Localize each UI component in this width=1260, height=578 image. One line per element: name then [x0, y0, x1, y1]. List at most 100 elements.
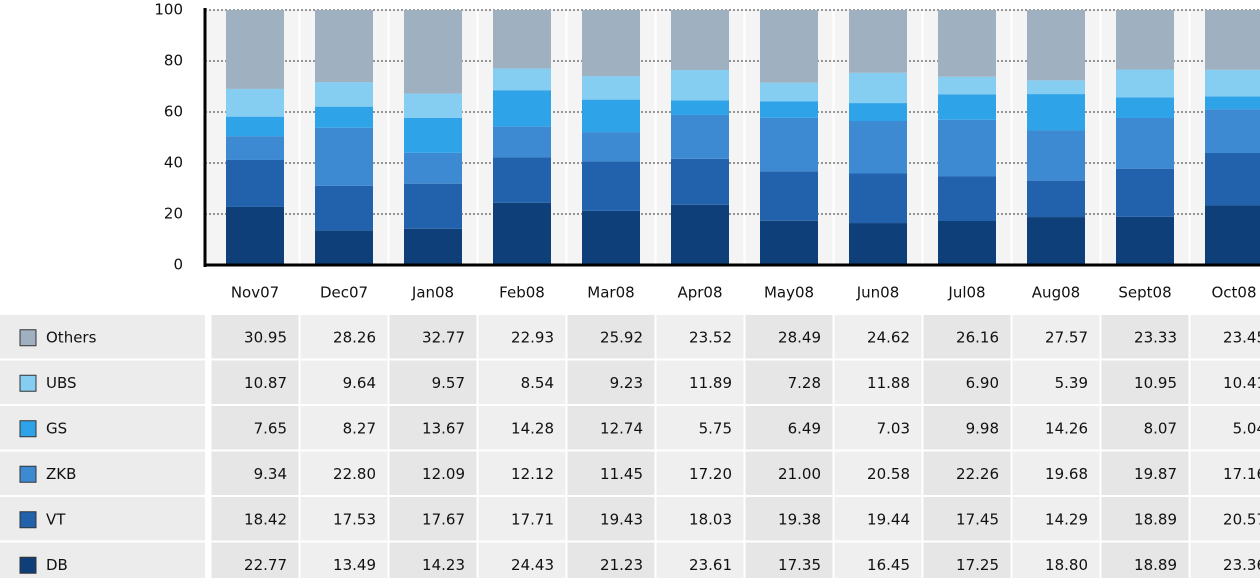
cell-bg	[1012, 406, 1100, 450]
legend-swatch	[19, 329, 37, 347]
cell-bg	[923, 497, 1011, 541]
table-value: 25.92	[600, 328, 643, 346]
cell-bg	[300, 315, 388, 359]
cell-bg	[389, 451, 477, 495]
x-tick-label: Sept08	[1118, 284, 1171, 302]
table-value: 19.38	[778, 510, 821, 528]
cell-bg	[300, 360, 388, 404]
cell-bg	[656, 315, 744, 359]
cell-bg	[1190, 315, 1260, 359]
bar-segment	[1027, 10, 1085, 81]
legend-label: UBS	[46, 374, 77, 392]
bar-segment	[938, 94, 996, 120]
cell-bg	[1012, 360, 1100, 404]
table-value: 20.57	[1223, 510, 1260, 528]
table-value: 5.39	[1055, 374, 1088, 392]
bar-segment	[849, 10, 907, 73]
cell-bg	[1190, 542, 1260, 578]
y-tick-label: 60	[164, 103, 183, 121]
cell-bg	[834, 451, 922, 495]
bar-segment	[760, 10, 818, 83]
cell-bg	[389, 542, 477, 578]
cell-bg	[567, 542, 655, 578]
x-tick-label: Feb08	[499, 284, 545, 302]
cell-bg	[211, 315, 299, 359]
table-value: 17.16	[1223, 465, 1260, 483]
cell-bg	[834, 315, 922, 359]
cell-bg	[1101, 315, 1189, 359]
legend-label: DB	[46, 556, 68, 574]
cell-bg	[656, 451, 744, 495]
cell-bg	[1012, 315, 1100, 359]
bar-segment	[582, 99, 640, 133]
x-tick-label: Nov07	[231, 284, 279, 302]
table-value: 24.62	[867, 328, 910, 346]
bar-segment	[493, 9, 551, 69]
table-value: 5.04	[1233, 419, 1260, 437]
cell-bg	[300, 497, 388, 541]
legend-swatch	[19, 511, 37, 529]
table-value: 9.57	[432, 374, 465, 392]
bar-segment	[582, 161, 640, 211]
table-value: 18.42	[244, 510, 287, 528]
x-tick-label: Jul08	[947, 284, 985, 302]
legend-label: GS	[46, 419, 67, 437]
bar-segment	[493, 202, 551, 265]
cell-bg	[745, 406, 833, 450]
legend-label: VT	[46, 510, 66, 528]
cell-bg	[1012, 542, 1100, 578]
table-value: 23.45	[1223, 328, 1260, 346]
bar-segment	[1205, 96, 1260, 110]
table-value: 23.61	[689, 556, 732, 574]
table-value: 21.23	[600, 556, 643, 574]
bar-segment	[404, 228, 462, 265]
bar-segment	[226, 136, 284, 160]
cell-bg	[478, 360, 566, 404]
bar-segment	[1116, 97, 1174, 118]
table-value: 7.03	[877, 419, 910, 437]
table-value: 14.29	[1045, 510, 1088, 528]
bar-segment	[938, 176, 996, 222]
cell-bg	[656, 360, 744, 404]
table-value: 8.27	[343, 419, 376, 437]
cell-bg	[567, 406, 655, 450]
cell-bg	[389, 360, 477, 404]
x-tick-label: Mar08	[587, 284, 634, 302]
table-value: 9.23	[610, 374, 643, 392]
bar-segment	[582, 210, 640, 265]
table-value: 13.49	[333, 556, 376, 574]
bar-segment	[1027, 94, 1085, 131]
bar-segment	[1205, 109, 1260, 153]
table-value: 13.67	[422, 419, 465, 437]
bar-segment	[315, 10, 373, 83]
bar-segment	[1027, 80, 1085, 95]
cell-bg	[745, 360, 833, 404]
table-value: 17.25	[956, 556, 999, 574]
table-value: 7.65	[254, 419, 287, 437]
table-value: 10.87	[244, 374, 287, 392]
table-value: 20.58	[867, 465, 910, 483]
x-tick-label: Oct08	[1211, 284, 1256, 302]
table-value: 23.36	[1223, 556, 1260, 574]
cell-bg	[478, 406, 566, 450]
bar-segment	[1116, 10, 1174, 70]
legend-swatch	[19, 374, 37, 392]
table-value: 7.28	[788, 374, 821, 392]
table-value: 23.33	[1134, 328, 1177, 346]
bar-segment	[760, 220, 818, 265]
table-value: 10.95	[1134, 374, 1177, 392]
cell-bg	[567, 360, 655, 404]
table-value: 17.53	[333, 510, 376, 528]
bar-segment	[226, 88, 284, 117]
legend-label: Others	[46, 328, 97, 346]
bar-segment	[671, 204, 729, 265]
x-tick-label: Jun08	[856, 284, 900, 302]
table-value: 9.34	[254, 465, 287, 483]
table-value: 5.75	[699, 419, 732, 437]
table-value: 24.43	[511, 556, 554, 574]
bar-segment	[671, 10, 729, 70]
table-value: 8.54	[521, 374, 554, 392]
table-value: 18.89	[1134, 556, 1177, 574]
cell-bg	[1012, 451, 1100, 495]
